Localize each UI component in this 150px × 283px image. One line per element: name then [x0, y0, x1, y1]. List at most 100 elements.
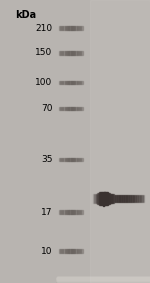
Bar	[63, 81, 64, 84]
Bar	[57, 279, 150, 282]
Bar	[81, 26, 83, 30]
Bar	[66, 158, 67, 161]
Bar	[57, 280, 150, 283]
Bar	[81, 107, 83, 110]
Bar	[57, 279, 150, 282]
Bar	[57, 280, 150, 282]
Bar	[135, 195, 136, 202]
Bar	[123, 195, 124, 202]
Bar	[81, 210, 83, 214]
Bar	[57, 278, 150, 281]
Bar	[57, 280, 150, 283]
Bar	[132, 195, 133, 202]
Bar	[79, 210, 80, 214]
Bar	[104, 192, 105, 205]
Bar	[57, 278, 150, 280]
Bar	[57, 280, 150, 283]
Bar	[69, 210, 70, 214]
Bar	[57, 280, 150, 283]
Bar	[76, 81, 78, 84]
Bar	[57, 278, 150, 281]
Bar	[140, 195, 141, 202]
Bar	[141, 195, 142, 202]
Bar	[62, 158, 63, 161]
Bar	[76, 26, 78, 30]
Bar	[62, 81, 63, 84]
Bar	[57, 278, 150, 281]
Bar	[128, 195, 129, 202]
Bar	[72, 107, 73, 110]
Bar	[57, 279, 150, 282]
Bar	[58, 210, 60, 214]
Bar	[102, 192, 103, 205]
Bar	[57, 278, 150, 281]
Bar	[78, 26, 79, 30]
Bar	[57, 278, 150, 281]
Bar	[70, 210, 72, 214]
Bar	[78, 107, 79, 110]
Bar	[70, 249, 72, 253]
Bar	[99, 192, 100, 205]
Bar	[57, 278, 150, 280]
Bar	[120, 195, 121, 202]
Bar	[72, 51, 73, 55]
Bar	[100, 192, 101, 205]
Bar	[67, 26, 68, 30]
Bar	[57, 278, 150, 281]
Bar	[57, 280, 150, 283]
Bar	[139, 195, 140, 202]
Bar	[79, 107, 80, 110]
Bar	[61, 210, 62, 214]
Bar	[63, 158, 64, 161]
Bar	[57, 278, 150, 280]
Bar	[60, 210, 61, 214]
Bar	[114, 195, 115, 203]
Bar	[72, 81, 73, 84]
Bar	[80, 26, 81, 30]
Bar	[57, 278, 150, 281]
Bar	[57, 278, 150, 281]
Bar	[57, 278, 150, 281]
Bar	[58, 158, 60, 161]
Bar	[66, 107, 67, 110]
Bar	[68, 249, 69, 253]
Bar	[66, 81, 67, 84]
Bar	[57, 279, 150, 282]
Bar	[57, 278, 150, 280]
Bar	[57, 278, 150, 281]
Bar	[62, 51, 63, 55]
Bar	[60, 158, 61, 161]
Bar	[81, 158, 83, 161]
Bar	[57, 277, 150, 280]
Bar	[81, 51, 83, 55]
Bar	[57, 280, 150, 283]
Bar	[106, 192, 107, 205]
Bar	[69, 158, 70, 161]
Bar	[57, 280, 150, 282]
Bar	[57, 278, 150, 281]
Bar	[108, 193, 109, 204]
Bar	[78, 158, 79, 161]
Bar	[78, 51, 79, 55]
Bar	[57, 277, 150, 280]
Bar	[66, 51, 67, 55]
Bar	[57, 278, 150, 280]
Bar	[57, 278, 150, 280]
Bar	[57, 277, 150, 280]
Bar	[76, 210, 78, 214]
Bar	[68, 158, 69, 161]
Text: 35: 35	[41, 155, 52, 164]
Bar	[69, 107, 70, 110]
Bar	[79, 81, 80, 84]
Bar	[74, 81, 75, 84]
Bar	[68, 51, 69, 55]
Bar	[58, 51, 60, 55]
Bar	[57, 279, 150, 282]
Bar	[122, 195, 123, 202]
Bar	[57, 279, 150, 282]
Bar	[90, 0, 150, 283]
Bar	[57, 280, 150, 282]
Bar	[64, 51, 66, 55]
Bar	[110, 194, 111, 203]
Bar	[138, 195, 139, 202]
